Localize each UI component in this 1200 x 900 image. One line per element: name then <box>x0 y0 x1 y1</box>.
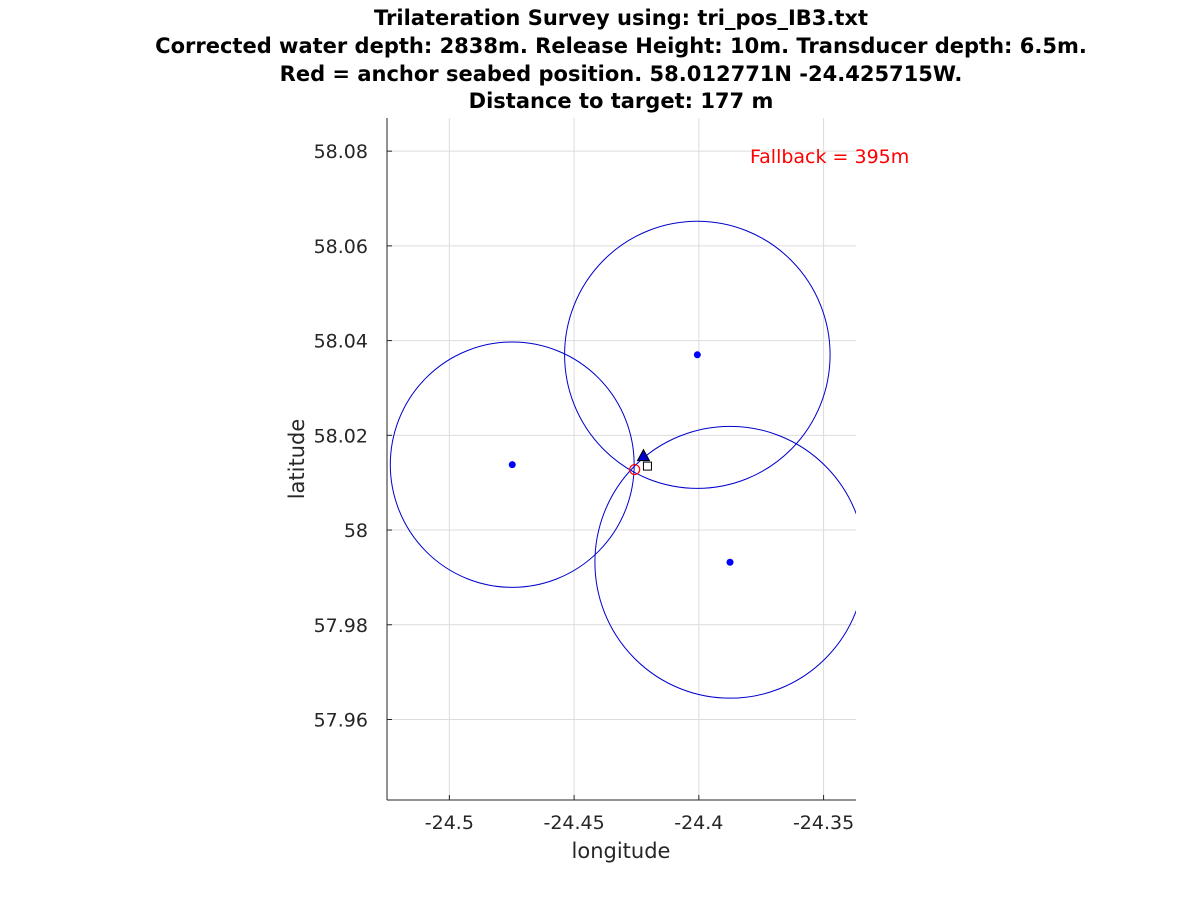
title-line-3: Red = anchor seabed position. 58.012771N… <box>280 62 963 86</box>
chart-title: Trilateration Survey using: tri_pos_IB3.… <box>155 6 1087 113</box>
fallback-marker <box>642 461 652 471</box>
survey-point-1 <box>508 461 516 469</box>
title-line-1: Trilateration Survey using: tri_pos_IB3.… <box>374 6 868 30</box>
y-tick-label: 57.96 <box>314 709 368 731</box>
y-tick-label: 57.98 <box>314 615 368 637</box>
ticks: -24.5 -24.45 -24.4 -24.35 57.96 57.98 58 58.02 5… <box>314 141 855 834</box>
x-tick-label: -24.45 <box>543 812 604 834</box>
grid <box>387 118 856 800</box>
range-circle-2 <box>564 220 831 489</box>
anchor-marker <box>629 463 641 476</box>
plot-area <box>387 118 856 800</box>
survey-point-3 <box>726 558 734 566</box>
y-tick-label: 58 <box>344 520 368 542</box>
y-tick-label: 58.08 <box>314 141 368 163</box>
x-tick-label: -24.5 <box>425 812 474 834</box>
survey-point-2 <box>693 351 701 359</box>
title-line-4: Distance to target: 177 m <box>469 89 774 113</box>
x-tick-label: -24.35 <box>793 812 854 834</box>
data-layer <box>389 220 856 699</box>
y-axis-label: latitude <box>285 419 309 500</box>
x-axis-label: longitude <box>572 839 671 863</box>
fallback-annotation: Fallback = 395m <box>750 146 909 168</box>
y-tick-label: 58.06 <box>314 236 368 258</box>
y-tick-label: 58.02 <box>314 425 368 447</box>
y-tick-label: 58.04 <box>314 331 368 353</box>
x-tick-label: -24.4 <box>674 812 723 834</box>
target-marker <box>636 448 651 462</box>
title-line-2: Corrected water depth: 2838m. Release He… <box>155 34 1087 58</box>
range-circle-3 <box>594 425 856 699</box>
axes <box>386 118 856 801</box>
